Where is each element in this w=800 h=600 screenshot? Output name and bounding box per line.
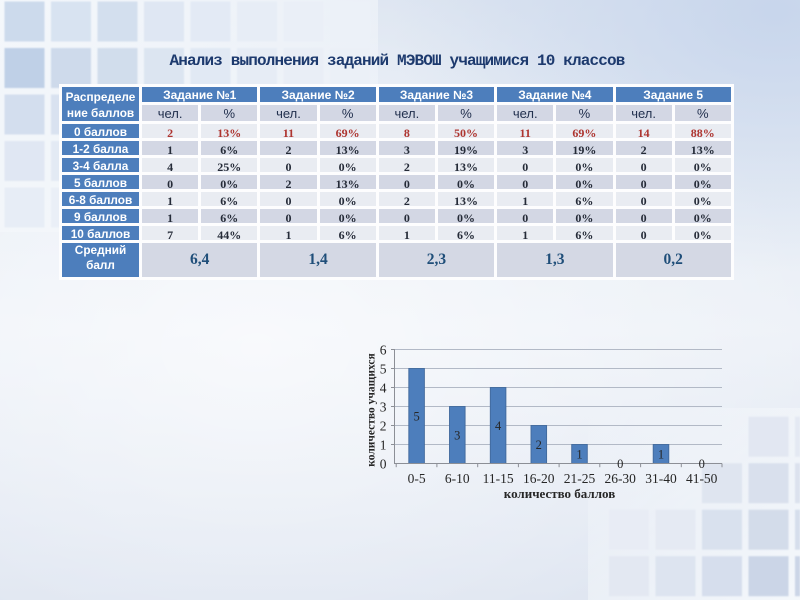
svg-text:6-10: 6-10 <box>445 471 470 486</box>
svg-text:5: 5 <box>413 409 419 423</box>
svg-text:количество баллов: количество баллов <box>504 486 615 501</box>
svg-text:0-5: 0-5 <box>408 471 426 486</box>
svg-text:21-25: 21-25 <box>564 471 596 486</box>
svg-text:4: 4 <box>495 419 502 433</box>
svg-text:1: 1 <box>576 447 582 461</box>
svg-text:6: 6 <box>380 342 387 357</box>
svg-text:2: 2 <box>380 418 387 433</box>
svg-text:3: 3 <box>454 428 460 442</box>
svg-text:26-30: 26-30 <box>604 471 636 486</box>
svg-text:16-20: 16-20 <box>523 471 555 486</box>
svg-text:0: 0 <box>617 457 623 471</box>
svg-text:2: 2 <box>536 438 542 452</box>
svg-text:41-50: 41-50 <box>686 471 718 486</box>
svg-text:0: 0 <box>699 457 705 471</box>
svg-text:0: 0 <box>380 456 387 471</box>
svg-text:1: 1 <box>658 447 664 461</box>
svg-text:1: 1 <box>380 437 387 452</box>
svg-text:количество учащихся: количество учащихся <box>366 353 378 466</box>
svg-text:4: 4 <box>380 380 387 395</box>
svg-text:5: 5 <box>380 361 387 376</box>
svg-text:31-40: 31-40 <box>645 471 677 486</box>
svg-text:11-15: 11-15 <box>483 471 514 486</box>
svg-text:3: 3 <box>380 399 387 414</box>
